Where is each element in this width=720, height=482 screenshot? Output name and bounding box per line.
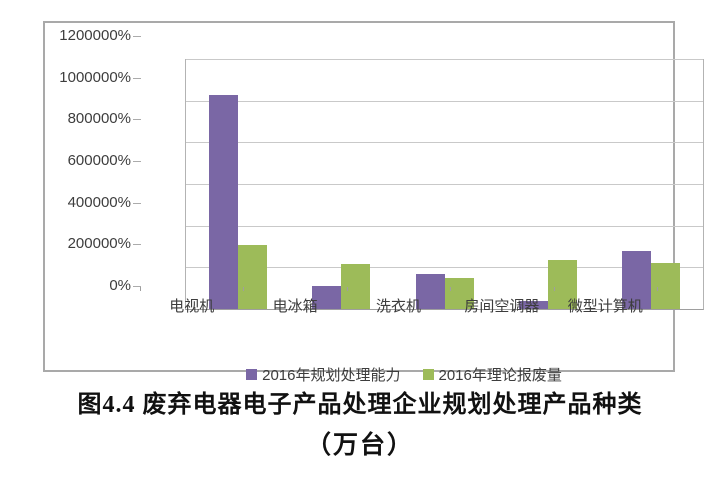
x-axis-label: 电视机 (169, 298, 215, 315)
figure-caption-unit: （万台） (305, 432, 414, 459)
legend-item: 2016年理论报废量 (422, 364, 562, 385)
bar-series1-微型计算机 (622, 250, 652, 309)
chart-frame: 2016年规划处理能力 2016年理论报废量 (43, 21, 704, 384)
bar-series1-洗衣机 (415, 273, 445, 309)
bar-series2-电视机 (237, 245, 267, 309)
legend-swatch-icon (422, 368, 434, 380)
y-axis-tick (133, 161, 141, 162)
y-axis-tick (133, 202, 141, 204)
y-axis-tick (133, 77, 141, 79)
figure-caption-title: 图4.4 废弃电器电子产品处理企业规划处理产品种类 (77, 392, 643, 418)
plot-area (185, 59, 704, 310)
gridline (186, 142, 703, 144)
bar-series2-房间空调器 (547, 260, 577, 309)
y-axis-label: 1200000% (59, 27, 131, 44)
legend-label: 2016年规划处理能力 (262, 366, 401, 384)
x-axis-tick (450, 287, 452, 291)
bar-series2-微型计算机 (651, 263, 681, 309)
y-axis-label: 0% (109, 277, 131, 294)
gridline (186, 184, 703, 185)
y-axis-label: 600000% (67, 152, 131, 169)
gridline (186, 267, 703, 269)
x-axis-tick (657, 287, 658, 291)
legend-label: 2016年理论报废量 (438, 366, 562, 384)
bar-series1-电视机 (208, 95, 238, 309)
y-axis-label: 400000% (67, 193, 131, 211)
x-axis-label: 房间空调器 (464, 298, 540, 315)
figure-caption: 图4.4 废弃电器电子产品处理企业规划处理产品种类 （万台） (0, 388, 720, 466)
bar-series2-洗衣机 (444, 277, 474, 309)
chart-legend: 2016年规划处理能力 2016年理论报废量 (88, 364, 720, 385)
x-axis-tick (346, 287, 348, 291)
y-axis-tick (133, 286, 141, 287)
x-axis-tick (140, 287, 141, 291)
gridline (186, 225, 703, 227)
bar-series1-房间空调器 (518, 300, 548, 309)
x-axis-tick (243, 287, 245, 291)
y-axis-label: 800000% (67, 110, 131, 128)
y-axis-label: 200000% (67, 235, 131, 253)
y-axis-tick (133, 36, 141, 37)
legend-swatch-icon (246, 368, 258, 380)
gridline (186, 100, 703, 102)
y-axis-tick (133, 119, 141, 121)
gridline (186, 59, 703, 60)
bar-series1-电冰箱 (312, 286, 342, 309)
x-axis-label: 微型计算机 (567, 298, 643, 315)
y-axis-tick (133, 244, 141, 246)
x-axis-label: 洗衣机 (375, 298, 421, 315)
y-axis-label: 1000000% (59, 68, 131, 86)
x-axis-tick (553, 287, 555, 291)
bar-series2-电冰箱 (341, 264, 371, 309)
legend-item: 2016年规划处理能力 (246, 364, 401, 385)
x-axis-label: 电冰箱 (272, 298, 318, 315)
